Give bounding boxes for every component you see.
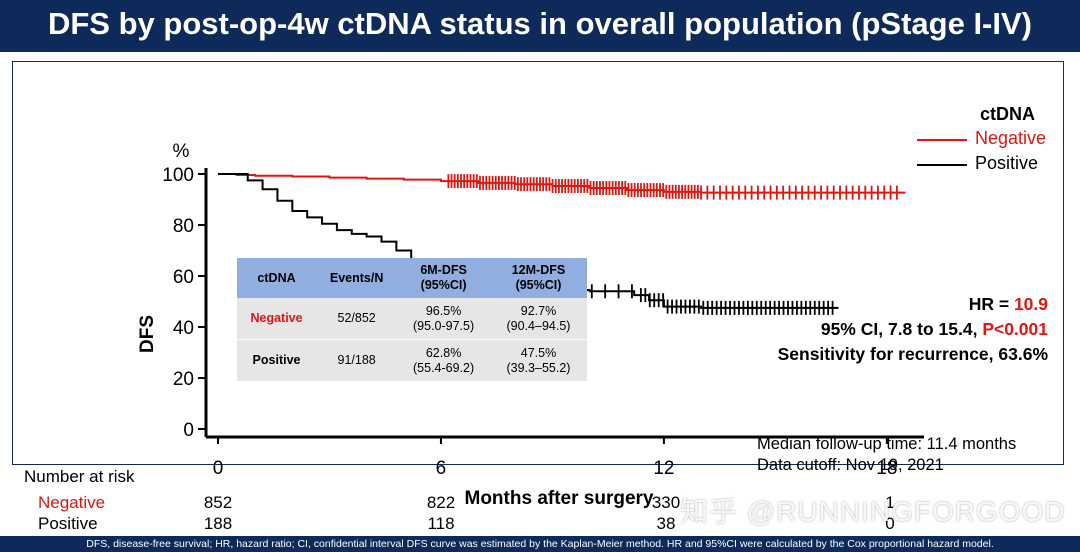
- x-tick-label: 12: [653, 458, 674, 479]
- watermark-text: 知乎 @RUNNINGFORGOOD: [680, 496, 1066, 527]
- y-axis-unit: %: [173, 141, 190, 162]
- slide-title: DFS by post-op-4w ctDNA status in overal…: [47, 6, 1032, 41]
- legend-swatch-positive: [917, 164, 967, 166]
- table-header: 12M-DFS (95%CI): [489, 258, 587, 298]
- y-tick-label: 80: [173, 216, 194, 237]
- dfs-summary-table: ctDNA Events/N 6M-DFS (95%CI) 12M-DFS (95%…: [237, 258, 587, 381]
- y-tick-label: 100: [162, 165, 194, 186]
- legend-label-negative: Negative: [975, 128, 1047, 148]
- risk-value-positive: 188: [203, 514, 233, 533]
- table-header: ctDNA: [237, 258, 317, 298]
- risk-value-positive: 0: [885, 514, 895, 533]
- legend-title: ctDNA: [980, 104, 1036, 124]
- x-tick-label: 6: [436, 458, 447, 479]
- ci-line: 95% CI, 7.8 to 15.4, P<0.001: [700, 317, 1048, 342]
- table-header-row: ctDNA Events/N 6M-DFS (95%CI) 12M-DFS (95%…: [237, 258, 587, 298]
- stats-annotation: HR = 10.9 95% CI, 7.8 to 15.4, P<0.001 S…: [700, 292, 1048, 367]
- chart-panel: 0 20 40 60 80 100 0 6 12 18 Months after surgery DF…: [0, 52, 1080, 536]
- table-row: Negative 52/852 96.5% (95.0-97.5) 92.7% (9…: [237, 298, 587, 340]
- sensitivity-line: Sensitivity for recurrence, 63.6%: [777, 344, 1048, 364]
- chart-axes: 0 20 40 60 80 100 0 6 12 18 Months after surgery DF…: [137, 141, 924, 509]
- table-cell-dfs12: 47.5% (39.3–55.2): [489, 339, 587, 381]
- y-axis-label: DFS: [137, 315, 158, 353]
- risk-value-positive: 38: [656, 514, 676, 533]
- legend-item-positive: Positive: [905, 153, 1065, 175]
- table-cell-name: Negative: [237, 298, 317, 340]
- risk-value-positive: 118: [427, 514, 455, 533]
- hr-line: HR = 10.9: [700, 292, 1048, 317]
- title-bar: DFS by post-op-4w ctDNA status in overal…: [0, 0, 1080, 52]
- y-tick-label: 40: [173, 318, 194, 339]
- table-header: Events/N: [316, 258, 398, 298]
- chart-border: [12, 61, 1064, 465]
- risk-row-negative-label: Negative: [38, 493, 106, 512]
- risk-title: Number at risk: [24, 467, 135, 486]
- hr-prefix: HR =: [968, 294, 1014, 314]
- y-tick-label: 0: [183, 420, 194, 441]
- risk-value-negative: 330: [651, 493, 681, 512]
- x-tick-label: 18: [876, 458, 897, 479]
- followup-info: Median follow-up time: 11.4 months Data …: [757, 434, 1016, 476]
- risk-value-negative: 852: [203, 493, 233, 512]
- y-tick-label: 20: [173, 369, 194, 390]
- hr-value: 10.9: [1013, 294, 1048, 314]
- table-cell-events: 52/852: [316, 298, 398, 340]
- table-cell-dfs12: 92.7% (90.4–94.5): [489, 298, 587, 340]
- table-cell-name: Positive: [237, 339, 317, 381]
- x-axis-label: Months after surgery: [465, 488, 654, 509]
- table-header: 6M-DFS (95%CI): [397, 258, 490, 298]
- legend-swatch-negative: [917, 139, 967, 141]
- risk-row-positive-label: Positive: [38, 514, 98, 533]
- footnote: DFS, disease-free survival; HR, hazard r…: [0, 536, 1080, 552]
- table-cell-dfs6: 96.5% (95.0-97.5): [397, 298, 490, 340]
- y-tick-label: 60: [173, 267, 194, 288]
- legend-label-positive: Positive: [975, 153, 1039, 173]
- risk-value-negative: 1: [885, 493, 895, 512]
- risk-table: Number at risk Negative Positive 852 822 3…: [0, 464, 1080, 536]
- table-cell-dfs6: 62.8% (55.4-69.2): [397, 339, 490, 381]
- p-value: P<0.001: [982, 319, 1048, 339]
- table-row: Positive 91/188 62.8% (55.4-69.2) 47.5% (3…: [237, 339, 587, 381]
- risk-value-negative: 822: [426, 493, 456, 512]
- data-cutoff: Data cutoff: Nov 19, 2021: [757, 456, 944, 474]
- ci-text: 95% CI, 7.8 to 15.4,: [820, 319, 983, 339]
- legend-item-negative: Negative: [905, 128, 1065, 150]
- x-tick-label: 0: [213, 458, 224, 479]
- table-cell-events: 91/188: [316, 339, 398, 381]
- median-followup: Median follow-up time: 11.4 months: [757, 435, 1017, 453]
